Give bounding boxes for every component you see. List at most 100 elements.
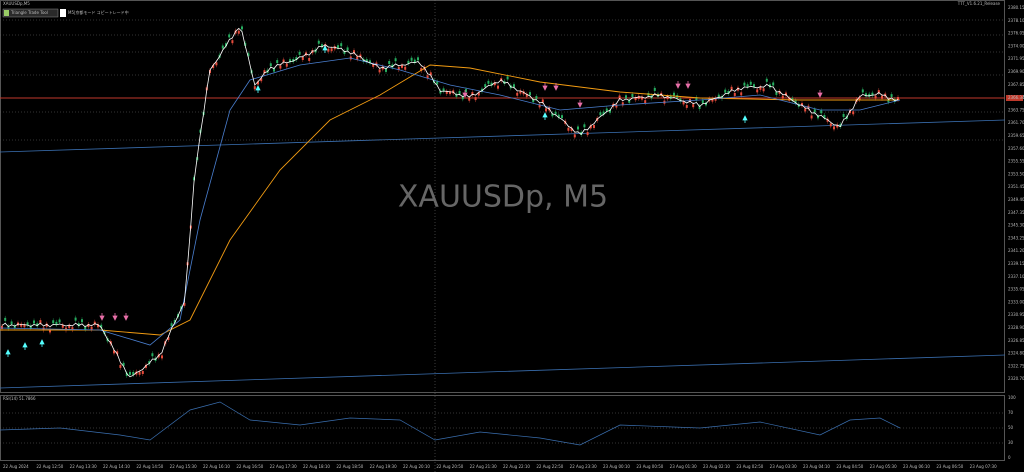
price-label: 2363.75: [1008, 107, 1024, 112]
candle-body: [570, 127, 573, 131]
candle-body: [765, 78, 768, 82]
price-label: 2349.40: [1008, 197, 1024, 202]
candle-body: [820, 110, 823, 114]
candle-body: [481, 88, 483, 92]
mode-label: M5|京都モード コピートレード中: [68, 9, 129, 15]
candle-body: [714, 97, 717, 101]
candle-body: [221, 45, 224, 49]
candle-body: [516, 92, 519, 96]
candle-body: [327, 48, 330, 52]
candle-body: [1, 325, 3, 329]
candle-body: [577, 126, 579, 130]
time-label: 23 Aug 00:50: [636, 464, 663, 469]
time-label: 22 Aug 16:10: [203, 464, 230, 469]
candle-body: [119, 364, 122, 368]
signal-arrow: [817, 90, 823, 98]
candle-body: [746, 84, 749, 88]
candle-body: [170, 323, 173, 327]
candle-body: [285, 63, 288, 67]
time-label: 22 Aug 15:30: [170, 464, 197, 469]
candle-body: [554, 111, 557, 115]
signal-arrow: [685, 81, 691, 89]
candle-body: [756, 89, 759, 93]
signal-arrow: [675, 81, 681, 89]
tool-button-label[interactable]: Triangle Trade Tool: [10, 10, 48, 15]
time-label: 22 Aug 22:10: [503, 464, 530, 469]
candle-body: [897, 97, 899, 101]
candle-body: [273, 68, 275, 72]
candle-body: [529, 92, 531, 96]
candle-body: [583, 124, 586, 128]
candle-body: [356, 56, 359, 60]
candle-body: [503, 80, 506, 84]
candle-body: [634, 97, 637, 101]
rsi-level-label: 30: [1008, 440, 1014, 445]
time-label: 22 Aug 20:10: [403, 464, 430, 469]
time-label: 23 Aug 04:50: [836, 464, 863, 469]
price-label: 2322.75: [1008, 363, 1024, 368]
candle-body: [874, 95, 877, 99]
candle-body: [532, 99, 535, 103]
price-label: 2357.60: [1008, 146, 1024, 151]
price-label: 2345.30: [1008, 223, 1024, 228]
candle-body: [679, 98, 682, 102]
time-label: 23 Aug 03:30: [770, 464, 797, 469]
candle-body: [445, 90, 448, 94]
candle-body: [817, 115, 819, 119]
price-label: 2324.80: [1008, 351, 1024, 356]
candle-body: [842, 113, 845, 117]
candle-body: [836, 124, 839, 128]
candle-body: [561, 115, 563, 119]
candle-body: [132, 371, 135, 375]
signal-arrow: [742, 115, 748, 123]
candle-body: [247, 53, 250, 57]
candle-body: [45, 323, 48, 327]
candle-body: [231, 40, 234, 44]
trendline: [0, 354, 1006, 389]
candle-body: [388, 61, 391, 65]
time-label: 22 Aug 18:10: [303, 464, 330, 469]
candle-body: [292, 58, 295, 62]
candle-body: [279, 65, 282, 69]
candle-body: [215, 62, 218, 66]
candle-body: [97, 324, 99, 328]
candle-body: [695, 97, 698, 101]
candle-body: [407, 60, 410, 64]
candle-body: [586, 132, 589, 136]
candle-body: [381, 66, 384, 70]
candle-body: [749, 81, 752, 85]
time-label: 23 Aug 04:10: [803, 464, 830, 469]
candle-body: [484, 84, 487, 88]
candle-body: [391, 64, 394, 68]
price-label: 2343.25: [1008, 235, 1024, 240]
candle-body: [721, 96, 723, 100]
candle-body: [372, 63, 375, 67]
tool-button[interactable]: [2, 8, 59, 18]
rsi-line: [0, 401, 901, 446]
candle-body: [237, 30, 240, 34]
candle-body: [113, 350, 115, 354]
time-label: 23 Aug 00:10: [603, 464, 630, 469]
main-frame: [0, 0, 1005, 393]
candle-body: [769, 84, 771, 88]
candle-body: [269, 63, 272, 67]
price-label: 2328.90: [1008, 325, 1024, 330]
price-label: 2337.10: [1008, 274, 1024, 279]
time-label: 23 Aug 07:30: [970, 464, 997, 469]
current-price-box: [1006, 95, 1023, 101]
candle-body: [141, 371, 144, 375]
candle-body: [605, 108, 608, 112]
candle-body: [23, 324, 26, 328]
candle-body: [573, 134, 576, 138]
price-label: 2371.95: [1008, 56, 1024, 61]
signal-arrow: [462, 90, 468, 98]
candle-body: [868, 93, 871, 97]
candle-body: [599, 112, 602, 116]
candle-body: [826, 118, 829, 122]
candle-body: [823, 115, 826, 119]
candle-body: [631, 94, 634, 98]
time-label: 23 Aug 02:10: [703, 464, 730, 469]
time-label: 22 Aug 20:50: [436, 464, 463, 469]
candle-body: [685, 104, 688, 108]
candle-body: [138, 371, 141, 375]
